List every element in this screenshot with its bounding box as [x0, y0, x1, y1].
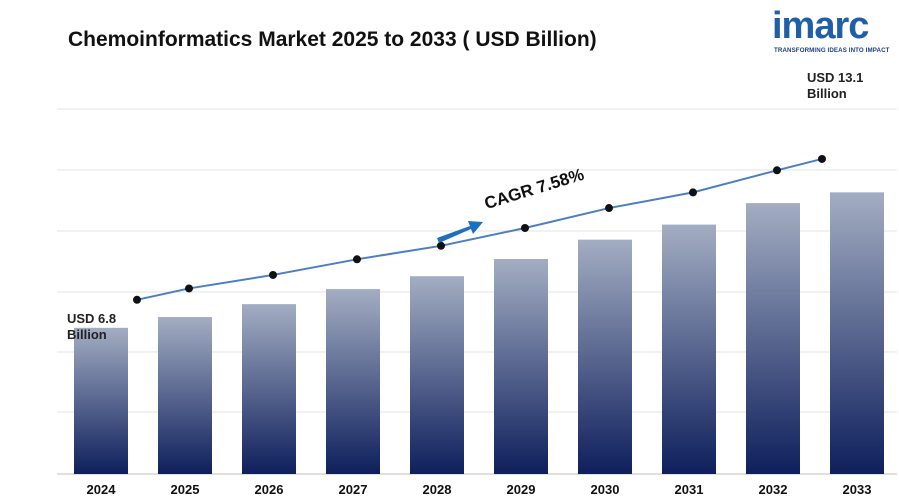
- x-tick-2028: 2028: [423, 482, 452, 497]
- x-tick-2033: 2033: [843, 482, 872, 497]
- bar-2031: [662, 224, 716, 474]
- x-tick-2027: 2027: [339, 482, 368, 497]
- start-annotation-line1: USD 6.8: [67, 311, 117, 326]
- trend-point-2033: [818, 154, 826, 163]
- trend-point-2031: [689, 188, 697, 197]
- trend-polyline: [136, 157, 823, 301]
- logo-wordmark: imarc: [772, 5, 869, 47]
- trend-point-2026: [269, 270, 277, 279]
- x-tick-2029: 2029: [507, 482, 536, 497]
- imarc-logo: imarc TRANSFORMING IDEAS INTO IMPACT: [770, 6, 890, 56]
- logo-tagline: TRANSFORMING IDEAS INTO IMPACT: [774, 47, 890, 54]
- bar-2024: [74, 327, 128, 474]
- trend-line: [133, 154, 826, 304]
- bar-2032: [746, 203, 800, 474]
- bar-2029: [494, 259, 548, 474]
- end-annotation: USD 13.1 Billion: [807, 70, 863, 102]
- end-annotation-line2: Billion: [807, 86, 847, 101]
- x-tick-2032: 2032: [759, 482, 788, 497]
- end-annotation-line1: USD 13.1: [807, 70, 864, 85]
- x-tick-2024: 2024: [87, 482, 117, 497]
- trend-point-2027: [353, 255, 361, 264]
- bar-2026: [242, 304, 296, 474]
- x-tick-2031: 2031: [675, 482, 704, 497]
- bar-2027: [326, 289, 380, 474]
- bar-2030: [578, 239, 632, 474]
- x-tick-labels: 2024 2025 2026 2027 2028 2029 2030 2031 2032 2033: [87, 482, 872, 497]
- trend-point-2030: [605, 204, 613, 213]
- cagr-arrow-shape: [437, 221, 483, 243]
- x-tick-2026: 2026: [255, 482, 284, 497]
- cagr-arrow: [437, 221, 483, 243]
- trend-point-2025: [185, 284, 193, 293]
- start-annotation-line2: Billion: [67, 327, 107, 342]
- chart-title: Chemoinformatics Market 2025 to 2033 ( U…: [68, 28, 597, 51]
- trend-point-2029: [521, 224, 529, 232]
- bar-2028: [410, 276, 464, 474]
- trend-point-2028: [437, 241, 445, 250]
- bar-2025: [158, 317, 212, 474]
- bar-2033: [830, 192, 884, 474]
- x-tick-2025: 2025: [171, 482, 200, 497]
- bars: [74, 192, 884, 474]
- trend-point-2024: [133, 295, 141, 304]
- x-tick-2030: 2030: [591, 482, 620, 497]
- start-annotation: USD 6.8 Billion: [67, 311, 116, 343]
- trend-point-2032: [773, 166, 781, 175]
